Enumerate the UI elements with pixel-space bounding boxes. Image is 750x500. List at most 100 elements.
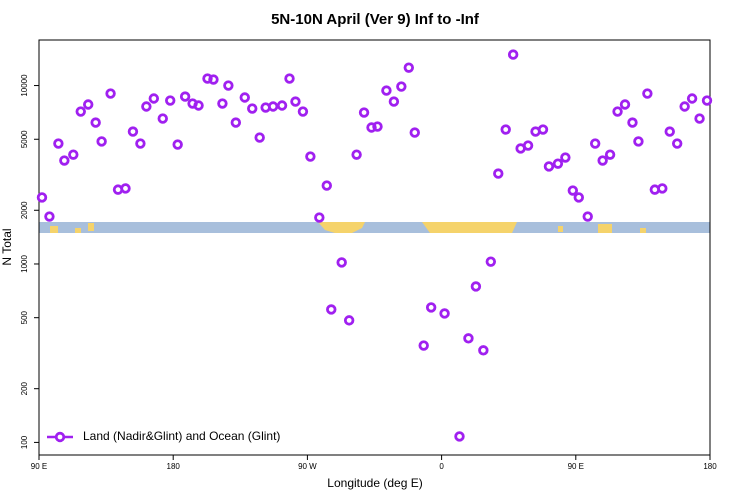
point xyxy=(470,281,482,292)
point xyxy=(543,161,555,172)
legend-marker xyxy=(54,431,66,443)
point xyxy=(507,49,519,60)
point xyxy=(657,183,668,194)
point xyxy=(604,149,616,160)
point xyxy=(326,304,337,315)
point xyxy=(552,158,564,169)
y-tick-label: 5000 xyxy=(20,130,29,148)
point xyxy=(239,92,250,103)
point xyxy=(305,151,316,162)
point xyxy=(425,302,437,313)
point xyxy=(582,211,593,222)
point xyxy=(172,139,183,150)
point xyxy=(439,308,450,319)
point xyxy=(686,93,698,104)
y-tick-label: 200 xyxy=(20,381,29,395)
point xyxy=(141,101,152,112)
point xyxy=(202,73,213,84)
point xyxy=(522,140,534,151)
point xyxy=(366,122,377,133)
point xyxy=(148,93,160,104)
point xyxy=(403,62,414,73)
point xyxy=(388,96,400,107)
point xyxy=(83,99,94,110)
y-axis-label: N Total xyxy=(0,228,14,265)
x-tick-label: 90 E xyxy=(31,462,47,471)
point xyxy=(493,168,504,179)
point xyxy=(276,100,288,111)
point xyxy=(671,138,683,149)
x-tick-label: 90 E xyxy=(568,462,584,471)
point xyxy=(597,155,608,166)
point xyxy=(701,95,713,106)
y-tick-label: 1000 xyxy=(20,255,29,273)
y-tick-label: 500 xyxy=(20,310,29,324)
point xyxy=(75,106,86,117)
point xyxy=(165,95,176,106)
point xyxy=(537,124,549,135)
point xyxy=(679,101,690,112)
point xyxy=(336,257,347,268)
point xyxy=(157,113,168,124)
point xyxy=(59,155,70,166)
point xyxy=(409,127,420,138)
point xyxy=(321,180,332,191)
point xyxy=(53,138,64,149)
point xyxy=(247,103,258,114)
point xyxy=(90,117,101,128)
point xyxy=(567,185,579,196)
point xyxy=(223,80,234,91)
point xyxy=(208,74,219,85)
point xyxy=(478,345,489,356)
x-tick-label: 0 xyxy=(439,462,444,471)
point xyxy=(96,136,107,147)
point xyxy=(463,333,474,344)
point xyxy=(297,106,309,117)
point xyxy=(485,256,497,267)
point xyxy=(105,88,116,99)
point xyxy=(694,113,705,124)
map-strip xyxy=(39,222,710,233)
point xyxy=(619,99,631,110)
x-tick-label: 180 xyxy=(703,462,717,471)
x-tick-label: 180 xyxy=(167,462,181,471)
y-tick-label: 2000 xyxy=(20,201,29,219)
point xyxy=(560,152,571,163)
point xyxy=(36,192,48,203)
point xyxy=(44,211,55,222)
point xyxy=(343,315,355,326)
y-tick-label: 100 xyxy=(20,435,29,449)
y-tick-label: 10000 xyxy=(20,74,29,97)
x-axis-label: Longitude (deg E) xyxy=(327,476,422,490)
point xyxy=(612,106,623,117)
point xyxy=(135,138,146,149)
point xyxy=(120,183,131,194)
point xyxy=(358,107,370,118)
point xyxy=(573,192,584,203)
point xyxy=(589,138,601,149)
point xyxy=(454,431,465,442)
point xyxy=(217,98,228,109)
point xyxy=(193,100,204,111)
point xyxy=(254,132,265,143)
point xyxy=(627,117,638,128)
point xyxy=(396,81,407,92)
point xyxy=(230,117,242,128)
point xyxy=(500,124,511,135)
chart-title: 5N-10N April (Ver 9) Inf to -Inf xyxy=(271,11,480,28)
point xyxy=(372,121,383,132)
point xyxy=(267,101,279,112)
legend-label: Land (Nadir&Glint) and Ocean (Glint) xyxy=(83,429,280,443)
point xyxy=(68,149,79,160)
point xyxy=(351,149,362,160)
point xyxy=(179,91,191,102)
point xyxy=(381,85,392,96)
x-tick-label: 90 W xyxy=(298,462,317,471)
point xyxy=(418,340,429,351)
point xyxy=(284,73,295,84)
point xyxy=(633,136,644,147)
point xyxy=(642,88,653,99)
point xyxy=(127,126,139,137)
point xyxy=(314,212,325,223)
